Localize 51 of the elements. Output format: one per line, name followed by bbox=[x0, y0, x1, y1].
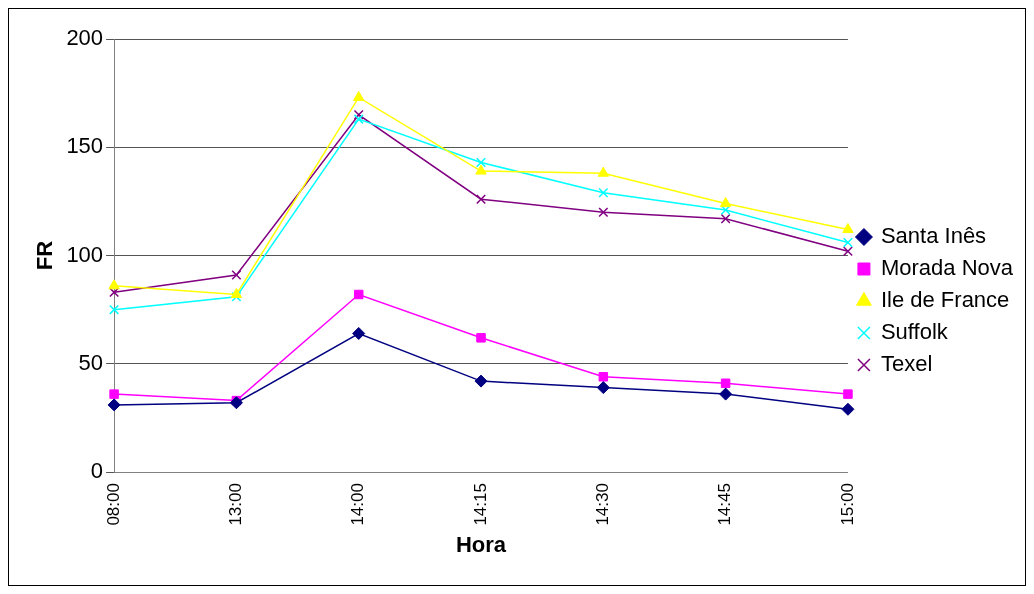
point bbox=[843, 389, 853, 399]
x-tick-label: 14:00 bbox=[348, 483, 368, 526]
x-tick-label: 14:30 bbox=[593, 483, 613, 526]
x-tick-label: 08:00 bbox=[103, 483, 123, 526]
point bbox=[353, 90, 365, 101]
point bbox=[109, 287, 120, 298]
point bbox=[353, 114, 364, 125]
point bbox=[719, 197, 732, 208]
point bbox=[598, 207, 609, 218]
point bbox=[109, 389, 119, 399]
point bbox=[109, 304, 120, 315]
point bbox=[352, 326, 366, 340]
x-tick-label: 13:00 bbox=[226, 483, 246, 526]
point bbox=[353, 109, 364, 120]
point bbox=[841, 402, 855, 416]
point bbox=[720, 213, 731, 224]
point bbox=[842, 237, 853, 248]
point bbox=[720, 378, 731, 389]
legend-label: Morada Nova bbox=[880, 255, 1014, 281]
point bbox=[720, 205, 731, 216]
point bbox=[842, 246, 853, 257]
y-tick-label: 50 bbox=[78, 349, 104, 375]
point bbox=[353, 289, 364, 300]
y-tick-label: 0 bbox=[90, 458, 104, 484]
point bbox=[842, 223, 854, 234]
point bbox=[598, 187, 609, 198]
point bbox=[229, 396, 243, 410]
point bbox=[476, 194, 487, 205]
x-tick-label: 14:45 bbox=[715, 483, 735, 526]
legend-label: Santa Inês bbox=[880, 223, 987, 249]
y-axis-title: FR bbox=[32, 240, 58, 271]
y-tick-label: 100 bbox=[66, 241, 104, 267]
x-tick-label: 14:15 bbox=[470, 483, 490, 526]
y-tick-label: 200 bbox=[66, 25, 104, 51]
point bbox=[476, 333, 486, 343]
point bbox=[231, 270, 242, 281]
legend-label: Suffolk bbox=[880, 319, 949, 345]
point bbox=[475, 164, 487, 175]
legend-label: Ile de France bbox=[880, 287, 1010, 313]
point bbox=[474, 374, 488, 388]
x-tick-label: 15:00 bbox=[837, 483, 857, 526]
legend-label: Texel bbox=[880, 351, 933, 377]
point bbox=[598, 372, 609, 382]
point bbox=[107, 398, 121, 412]
point bbox=[108, 279, 120, 290]
point bbox=[596, 381, 610, 395]
point bbox=[476, 157, 487, 168]
point bbox=[719, 387, 733, 401]
point bbox=[597, 166, 610, 177]
x-axis-title: Hora bbox=[455, 531, 507, 557]
y-tick-label: 150 bbox=[66, 133, 104, 159]
